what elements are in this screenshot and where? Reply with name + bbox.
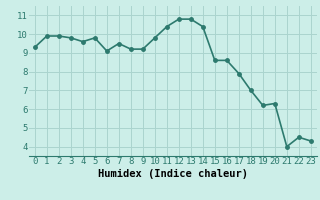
X-axis label: Humidex (Indice chaleur): Humidex (Indice chaleur) [98,169,248,179]
